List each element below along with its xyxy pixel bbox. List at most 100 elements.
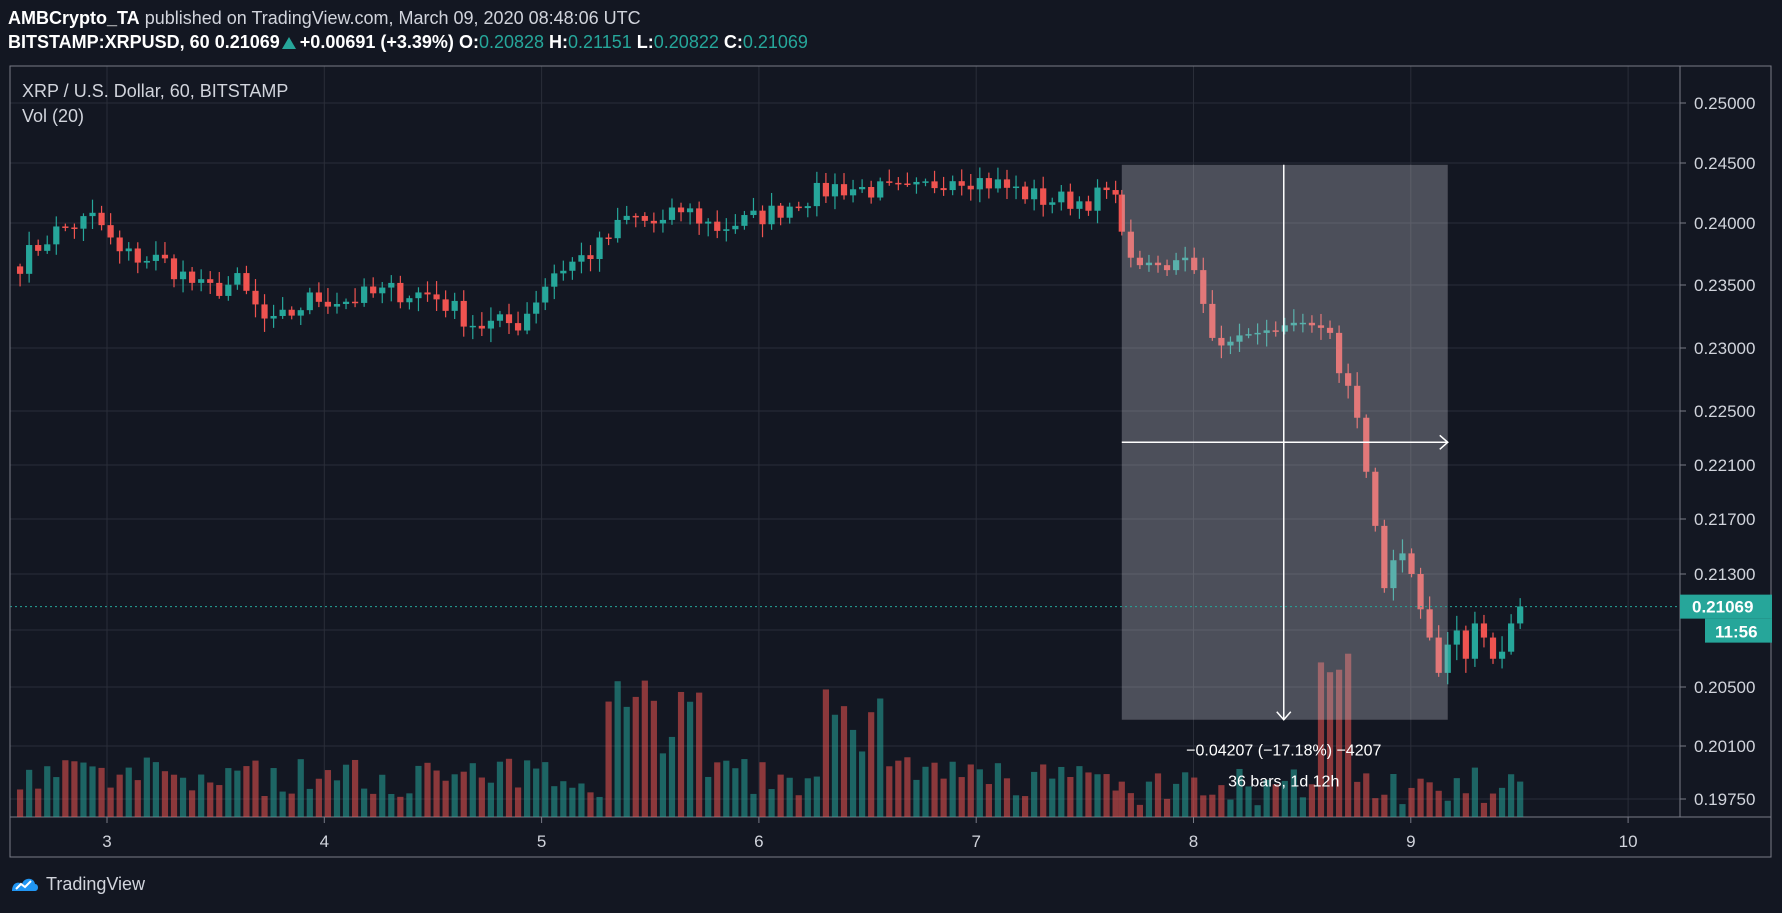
candle-body — [487, 320, 494, 329]
y-tick-label: 0.24000 — [1694, 214, 1755, 233]
volume-bar — [107, 787, 114, 817]
candle-body — [1453, 630, 1460, 645]
y-tick-label: 0.20100 — [1694, 737, 1755, 756]
volume-bar — [1508, 774, 1515, 817]
candle-body — [279, 309, 286, 316]
candle-body — [904, 183, 911, 186]
volume-bar — [741, 759, 748, 817]
candle-body — [768, 205, 775, 225]
candle-body — [985, 178, 992, 189]
volume-bar — [714, 762, 721, 817]
volume-bar — [170, 774, 178, 817]
volume-bar — [53, 777, 60, 817]
volume-bar — [1399, 804, 1406, 817]
chart-pane-frame — [9, 65, 1772, 858]
candle-body — [324, 301, 332, 307]
candle-body — [170, 258, 178, 280]
candle-body — [822, 182, 830, 197]
volume-bar — [1471, 767, 1479, 817]
close-label: C: — [723, 32, 743, 52]
candle-body — [1426, 609, 1433, 638]
volume-bar — [216, 785, 223, 817]
candle-body — [1218, 337, 1225, 346]
candle-body — [351, 301, 359, 304]
candle-body — [89, 212, 96, 217]
volume-bar — [1489, 793, 1497, 817]
candle-body — [859, 186, 866, 190]
volume-bar — [279, 791, 286, 817]
volume-bar — [994, 763, 1002, 817]
x-tick-label: 9 — [1406, 832, 1415, 851]
candle-body — [1103, 187, 1110, 191]
symbol-label: BITSTAMP:XRPUSD, 60 — [8, 32, 210, 52]
price-axis[interactable]: 0.25000 0.24500 0.24000 0.23500 0.23000 0.225… — [1680, 94, 1755, 809]
volume-bar — [795, 795, 802, 817]
volume-bar — [1462, 793, 1469, 817]
candle-body — [1326, 327, 1334, 333]
volume-bar — [1417, 778, 1424, 817]
volume-bar — [1236, 768, 1243, 817]
volume-bar — [35, 788, 42, 817]
candle-body — [813, 182, 820, 207]
candle-body — [551, 273, 558, 287]
candle-body — [849, 189, 857, 196]
volume-bar — [967, 764, 974, 817]
volume-bar — [1067, 777, 1074, 817]
volume-bar — [1136, 804, 1143, 817]
candle-body — [16, 266, 24, 274]
candle-body — [234, 273, 241, 285]
candle-body — [315, 292, 322, 302]
candle-body — [370, 286, 377, 294]
candle-body — [1236, 335, 1243, 342]
candle-body — [976, 178, 983, 190]
candle-body — [696, 208, 703, 224]
volume-bar — [225, 768, 232, 817]
volume-bar — [207, 782, 214, 817]
last-price: 0.21069 — [214, 32, 280, 52]
volume-bar — [1021, 796, 1029, 817]
close-value: 0.21069 — [742, 32, 808, 52]
candlesticks — [16, 167, 1524, 685]
candle-body — [505, 314, 513, 324]
volume-bar — [1191, 777, 1198, 817]
candle-body — [677, 207, 685, 213]
candle-body — [1031, 188, 1038, 200]
candle-body — [1112, 190, 1119, 195]
candle-body — [116, 237, 123, 252]
volume-bar — [261, 795, 268, 817]
volume-bar — [496, 761, 504, 817]
volume-bar — [361, 788, 368, 817]
volume-bar — [840, 706, 848, 817]
time-axis[interactable]: 3 4 5 6 7 8 9 10 — [102, 817, 1638, 851]
candle-body — [895, 182, 902, 185]
measure-arrow-head-right — [1439, 434, 1449, 450]
volume-bar — [333, 780, 341, 817]
candle-body — [288, 309, 295, 316]
author-name[interactable]: AMBCrypto_TA — [8, 8, 140, 28]
last-price-tag-bg — [1680, 594, 1772, 619]
candle-body — [26, 245, 33, 274]
candle-body — [1040, 188, 1047, 205]
measure-tool: −0.04207 (−17.18%) −4207 36 bars, 1d 12h — [1121, 164, 1449, 791]
volume-bar — [1154, 773, 1162, 817]
volume-bar — [1003, 778, 1011, 817]
volume-legend[interactable]: Vol (20) — [22, 106, 84, 126]
candle-body — [1227, 341, 1234, 346]
volume-bar — [913, 779, 920, 817]
candle-body — [940, 188, 947, 191]
candle-body — [514, 323, 522, 331]
candle-body — [1163, 265, 1171, 271]
volume-bar — [62, 760, 69, 817]
candle-body — [958, 181, 965, 186]
candle-body — [1335, 332, 1343, 374]
symbol-info: BITSTAMP:XRPUSD, 60 0.21069 +0.00691 (+3.… — [8, 32, 808, 53]
candle-body — [415, 292, 422, 299]
candle-body — [1444, 644, 1451, 673]
candle-body — [1508, 623, 1515, 652]
candle-body — [342, 301, 350, 305]
candle-body — [1489, 637, 1497, 659]
open-value: 0.20828 — [478, 32, 545, 52]
footer-brand[interactable]: TradingView — [10, 873, 145, 895]
volume-bar — [379, 774, 386, 817]
